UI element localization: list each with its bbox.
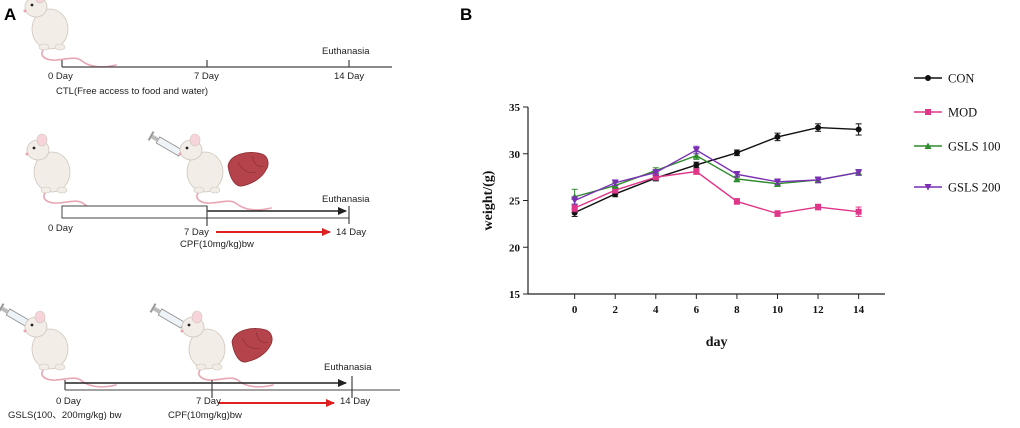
liver-icon	[231, 328, 273, 363]
mouse-illustration	[22, 0, 117, 68]
series-line-mod	[574, 170, 859, 215]
day-0-label: 0 Day	[48, 71, 73, 82]
x-axis-title: day	[706, 335, 728, 350]
x-tick-label: 4	[653, 304, 659, 316]
day-7-label: 7 Day	[184, 227, 209, 238]
data-point	[692, 152, 700, 159]
timeline-ctl: Euthanasia 0 Day 7 Day 14 Day CTL(Free a…	[22, 0, 392, 97]
series-con	[571, 123, 862, 217]
weight-chart: 15 20 25 30 35 0 2 4 6 8 10 12 14 weight/(g) day CON…	[481, 72, 1000, 351]
y-tick-label: 35	[509, 102, 521, 114]
legend-marker-con	[925, 75, 931, 81]
y-tick-label: 25	[509, 196, 521, 208]
data-point	[693, 161, 700, 168]
data-point	[652, 174, 659, 181]
day-7-label: 7 Day	[196, 396, 221, 407]
x-tick-label: 8	[734, 304, 740, 316]
data-point	[773, 178, 781, 186]
x-tick-label: 10	[772, 304, 784, 316]
cpf-dose-label: CPF(10mg/kg)bw	[180, 239, 254, 250]
day-14-label: 14 Day	[336, 227, 366, 238]
data-point	[571, 209, 578, 216]
timeline-cpf: Euthanasia 0 Day 7 Day 14 Day CPF(10mg/k…	[24, 130, 370, 250]
mouse-illustration	[24, 133, 119, 211]
legend-marker-gsls-100	[924, 142, 932, 149]
day-14-label: 14 Day	[340, 396, 370, 407]
day-14-label: 14 Day	[334, 71, 364, 82]
day-0-label: 0 Day	[56, 396, 81, 407]
data-point	[733, 171, 741, 178]
legend-label-con: CON	[948, 72, 974, 86]
data-point	[733, 198, 740, 205]
series-mod	[571, 168, 862, 217]
euthanasia-label: Euthanasia	[322, 194, 370, 205]
data-point	[815, 124, 822, 131]
series-line-con	[574, 126, 859, 214]
data-point	[571, 204, 578, 211]
data-point	[571, 197, 579, 204]
data-point	[774, 210, 781, 217]
y-axis-title: weight/(g)	[481, 170, 496, 230]
series-line-gsls-200	[574, 149, 859, 202]
data-point	[814, 176, 822, 184]
x-tick-label: 2	[612, 304, 618, 316]
chart-legend: CON MOD GSLS 100 GSLS 200	[914, 72, 1000, 195]
chart-axes: 15 20 25 30 35 0 2 4 6 8 10 12 14	[509, 102, 885, 316]
data-point	[855, 126, 862, 133]
legend-label-gsls-100: GSLS 100	[948, 140, 1000, 154]
data-point	[693, 168, 700, 175]
data-point	[774, 133, 781, 140]
data-point	[733, 149, 740, 156]
data-point	[692, 147, 700, 154]
data-point	[855, 169, 863, 176]
legend-marker-gsls-200	[924, 184, 932, 191]
y-tick-label: 30	[509, 149, 521, 161]
series-gsls-200	[571, 145, 863, 205]
legend-marker-mod	[925, 109, 931, 115]
ctl-caption: CTL(Free access to food and water)	[56, 86, 208, 97]
legend-label-mod: MOD	[948, 106, 977, 120]
legend-label-gsls-200: GSLS 200	[948, 181, 1000, 195]
data-point	[855, 208, 862, 215]
gsls-dose-label: GSLS(100、200mg/kg) bw	[8, 410, 122, 421]
data-point	[815, 204, 822, 211]
x-tick-label: 6	[694, 304, 700, 316]
data-point	[652, 169, 660, 176]
euthanasia-label: Euthanasia	[322, 46, 370, 57]
cpf-dose-label: CPF(10mg/kg)bw	[168, 410, 242, 421]
euthanasia-label: Euthanasia	[324, 362, 372, 373]
mouse-illustration	[22, 310, 117, 388]
y-tick-label: 15	[509, 289, 521, 301]
chart-series	[571, 123, 863, 217]
timeline-gsls: Euthanasia 0 Day 7 Day 14 Day GSLS(100、2…	[0, 302, 400, 421]
x-tick-label: 0	[572, 304, 578, 316]
day-7-label: 7 Day	[194, 71, 219, 82]
x-tick-label: 12	[813, 304, 825, 316]
timeline-bar	[61, 205, 208, 219]
data-point	[611, 179, 619, 187]
data-point	[733, 175, 741, 182]
liver-icon	[227, 152, 269, 187]
panel-label-b: B	[460, 5, 472, 24]
data-point	[612, 187, 619, 194]
x-tick-label: 14	[853, 304, 865, 316]
y-tick-label: 20	[509, 242, 521, 254]
day-0-label: 0 Day	[48, 223, 73, 234]
panel-label-a: A	[4, 5, 16, 24]
